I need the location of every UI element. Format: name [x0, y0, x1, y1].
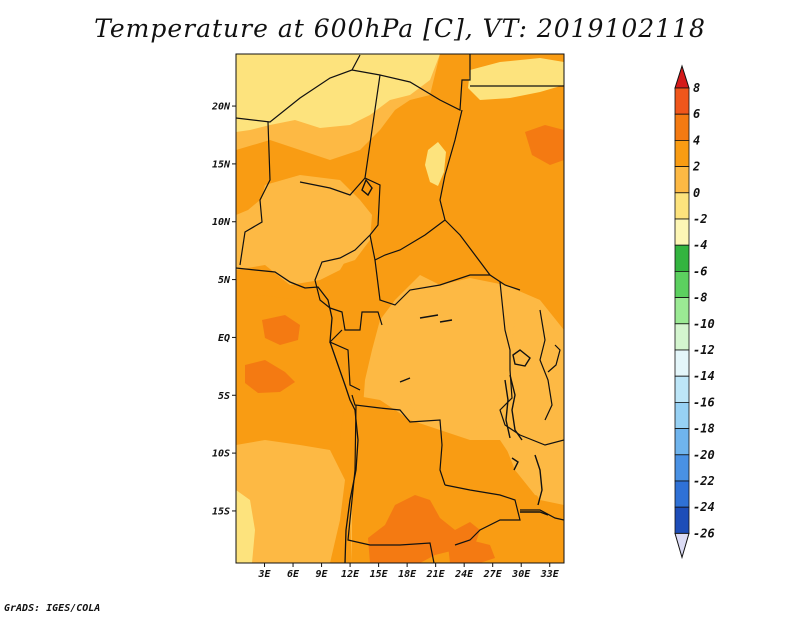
colorbar-label: 4: [693, 133, 700, 147]
colorbar-label: -2: [693, 212, 707, 226]
colorbar-segment: [674, 454, 690, 482]
colorbar-label: -24: [693, 500, 715, 514]
lat-tick-label: 5S: [218, 391, 230, 402]
field-band-2-4-west: [236, 295, 345, 445]
field-band-n2-0-north: [236, 54, 440, 132]
colorbar-label: 0: [693, 186, 700, 200]
colorbar-label: 8: [693, 81, 700, 95]
colorbar-segment: [674, 166, 690, 194]
lat-tick-label: 10N: [212, 217, 231, 228]
colorbar-segment: [674, 480, 690, 508]
colorbar-segment: [674, 113, 690, 141]
field-band-0-2-congo: [388, 285, 515, 430]
colorbar-label: -4: [693, 238, 707, 252]
colorbar-bottom-arrow: [674, 532, 690, 560]
lon-tick-label: 3E: [257, 569, 271, 580]
lon-tick-label: 33E: [540, 569, 560, 580]
colorbar-label: -20: [693, 448, 715, 462]
lakes: [361, 178, 549, 516]
colorbar-segment: [674, 428, 690, 456]
colorbar-top-arrow: [674, 64, 690, 89]
lon-tick-label: 12E: [341, 569, 360, 580]
colorbar-segment: [674, 192, 690, 220]
field-band-0-2-sahel: [255, 175, 372, 265]
lat-tick-label: 5N: [218, 275, 231, 286]
field-band-4-6-gulf: [262, 315, 300, 345]
colorbar-label: -12: [693, 343, 715, 357]
colorbar-label: -6: [693, 264, 707, 278]
temperature-field: [236, 54, 564, 563]
colorbar-segment: [674, 218, 690, 246]
latitude-axis: 20N 15N 10N 5N EQ 5S 10S 15S: [211, 102, 236, 517]
lon-tick-label: 15E: [370, 569, 389, 580]
colorbar-label: -26: [693, 526, 715, 540]
field-band-n2-0-coast: [236, 490, 255, 563]
colorbar-segment: [674, 139, 690, 167]
lat-tick-label: 10S: [212, 449, 230, 460]
lon-tick-label: 18E: [398, 569, 417, 580]
colorbar-segment: [674, 87, 690, 115]
lon-tick-label: 9E: [316, 569, 329, 580]
lon-tick-label: 27E: [483, 569, 503, 580]
colorbar: 8 6 4 2 0 -2 -4 -6 -8 -10 -12 -14 -16 -18 -20 -22 -24 -26: [674, 64, 715, 560]
colorbar-segment: [674, 244, 690, 272]
lon-tick-label: 24E: [454, 569, 474, 580]
colorbar-label: -10: [693, 317, 715, 331]
coastline: [236, 267, 359, 563]
map-frame: [235, 53, 565, 564]
field-band-n2-0-chad: [425, 142, 446, 186]
lat-tick-label: 15S: [212, 506, 230, 517]
colorbar-label: 6: [693, 107, 700, 121]
colorbar-segment: [674, 506, 690, 534]
field-band-n2-0-nile: [468, 58, 564, 100]
lon-tick-label: 21E: [426, 569, 446, 580]
colorbar-label: -8: [693, 291, 707, 305]
country-borders: [236, 54, 564, 563]
colorbar-label: -16: [693, 395, 715, 409]
lon-tick-label: 30E: [511, 569, 531, 580]
colorbar-segment: [674, 349, 690, 377]
grads-credit: GrADS: IGES/COLA: [4, 603, 101, 614]
field-band-4-6-atlantic: [245, 360, 295, 393]
colorbar-segment: [674, 323, 690, 351]
lon-tick-label: 6E: [287, 569, 300, 580]
colorbar-segment: [674, 375, 690, 403]
colorbar-label: 2: [692, 160, 700, 174]
colorbar-label: -18: [693, 422, 715, 436]
field-band-0-2-southwest: [236, 440, 345, 563]
colorbar-segment: [674, 401, 690, 429]
colorbar-segment: [674, 270, 690, 298]
field-band-0-2-highlands: [500, 410, 560, 500]
map-title: Temperature at 600hPa [C], VT: 201910211…: [94, 14, 706, 43]
field-band-4-6-zambezi: [448, 540, 495, 563]
colorbar-label: -14: [693, 369, 715, 383]
lat-tick-label: 15N: [212, 159, 231, 170]
longitude-axis: 3E 6E 9E 12E 15E 18E 21E 24E 27E 30E 33E: [257, 563, 560, 580]
lat-tick-label: EQ: [218, 333, 230, 344]
colorbar-segment: [674, 297, 690, 325]
lat-tick-label: 20N: [211, 102, 231, 113]
colorbar-label: -22: [693, 474, 715, 488]
field-band-4-6-east: [525, 125, 564, 165]
